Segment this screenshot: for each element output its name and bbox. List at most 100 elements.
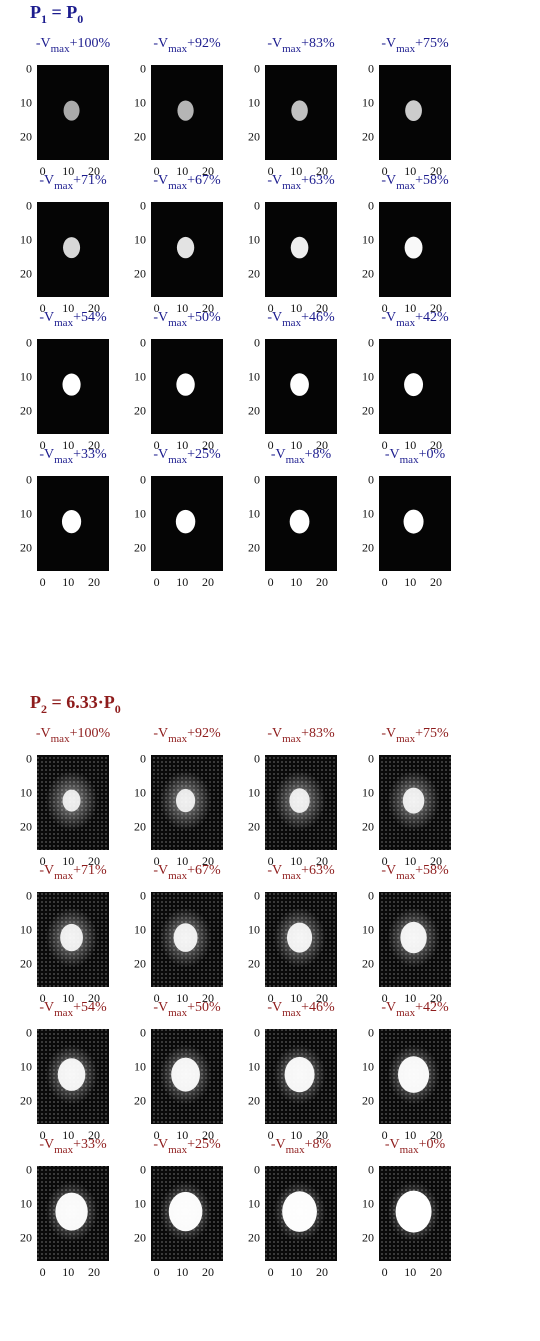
- y-tick-label: 20: [20, 1093, 32, 1107]
- panel-label: -Vmax+92%: [153, 36, 221, 55]
- x-tick-label: 0: [154, 575, 160, 589]
- spot: [64, 101, 80, 121]
- label-text: +25%: [187, 447, 221, 462]
- spot: [177, 237, 194, 258]
- label-text: +42%: [415, 1000, 449, 1015]
- y-tick-label: 20: [362, 956, 374, 970]
- y-tick-label: 0: [254, 472, 260, 486]
- spot: [63, 237, 80, 258]
- y-tick-label: 20: [134, 1230, 146, 1244]
- y-tick-label: 10: [362, 1059, 374, 1073]
- y-tick-label: 10: [20, 506, 32, 520]
- x-tick-label: 0: [154, 1265, 160, 1279]
- panel-label: -Vmax+75%: [381, 726, 449, 745]
- panel-label: -Vmax+83%: [267, 36, 335, 55]
- label-text: +25%: [187, 1137, 221, 1152]
- panel-label: -Vmax+46%: [267, 310, 335, 329]
- y-tick-label: 0: [140, 198, 146, 212]
- y-tick-label: 10: [20, 369, 32, 383]
- title-text: P: [30, 692, 41, 712]
- x-tick-label: 0: [268, 1265, 274, 1279]
- panel-label: -Vmax+54%: [39, 310, 107, 329]
- y-tick-label: 10: [134, 506, 146, 520]
- x-tick-label: 10: [290, 1265, 302, 1279]
- panel-label: -Vmax+92%: [153, 726, 221, 745]
- y-tick-label: 10: [248, 785, 260, 799]
- y-tick-label: 20: [134, 1093, 146, 1107]
- y-tick-label: 0: [26, 61, 32, 75]
- spot: [55, 1193, 87, 1231]
- label-text: -V: [271, 1137, 286, 1152]
- label-subscript: max: [168, 454, 187, 466]
- label-subscript: max: [286, 1144, 305, 1156]
- y-tick-label: 20: [362, 403, 374, 417]
- spot: [404, 510, 424, 534]
- label-text: -V: [39, 173, 54, 188]
- x-tick-label: 10: [176, 575, 188, 589]
- y-tick-label: 10: [248, 506, 260, 520]
- y-tick-label: 20: [134, 266, 146, 280]
- section-title: P1 = P0: [30, 2, 83, 26]
- spot: [403, 788, 425, 814]
- x-tick-label: 10: [404, 1128, 416, 1142]
- label-subscript: max: [54, 317, 73, 329]
- y-tick-label: 20: [20, 266, 32, 280]
- label-text: +100%: [70, 36, 111, 51]
- y-tick-label: 0: [368, 472, 374, 486]
- y-tick-label: 10: [20, 1059, 32, 1073]
- label-text: -V: [381, 1000, 396, 1015]
- label-text: -V: [153, 1000, 168, 1015]
- y-tick-label: 20: [248, 1230, 260, 1244]
- label-subscript: max: [282, 870, 301, 882]
- y-tick-label: 10: [134, 369, 146, 383]
- y-tick-label: 20: [20, 956, 32, 970]
- label-subscript: max: [168, 870, 187, 882]
- label-text: -V: [153, 173, 168, 188]
- title-subscript: 0: [77, 12, 83, 26]
- y-tick-label: 10: [134, 922, 146, 936]
- spot: [176, 510, 195, 533]
- panel-label: -Vmax+71%: [39, 173, 107, 192]
- label-text: +75%: [415, 726, 449, 741]
- spot: [289, 788, 309, 813]
- y-tick-label: 0: [368, 888, 374, 902]
- label-text: +58%: [415, 863, 449, 878]
- panel-label: -Vmax+50%: [153, 1000, 221, 1019]
- y-tick-label: 10: [248, 369, 260, 383]
- panel-label: -Vmax+100%: [36, 726, 111, 745]
- y-tick-label: 10: [248, 1059, 260, 1073]
- y-tick-label: 10: [248, 95, 260, 109]
- label-text: -V: [39, 1137, 54, 1152]
- label-subscript: max: [54, 454, 73, 466]
- label-text: -V: [36, 726, 51, 741]
- label-text: +92%: [187, 36, 221, 51]
- label-text: -V: [39, 310, 54, 325]
- y-tick-label: 0: [26, 198, 32, 212]
- y-tick-label: 20: [134, 129, 146, 143]
- label-text: +8%: [305, 1137, 332, 1152]
- x-tick-label: 20: [88, 1265, 100, 1279]
- x-tick-label: 10: [176, 1265, 188, 1279]
- x-tick-label: 20: [430, 1265, 442, 1279]
- label-text: +83%: [301, 36, 335, 51]
- label-text: +58%: [415, 173, 449, 188]
- label-subscript: max: [282, 733, 301, 745]
- label-text: -V: [153, 36, 168, 51]
- spot: [291, 237, 309, 259]
- y-tick-label: 0: [254, 751, 260, 765]
- label-text: +33%: [73, 1137, 107, 1152]
- panel-label: -Vmax+63%: [267, 863, 335, 882]
- panel-label: -Vmax+71%: [39, 863, 107, 882]
- label-text: +100%: [70, 726, 111, 741]
- label-text: +71%: [73, 863, 107, 878]
- label-text: +46%: [301, 310, 335, 325]
- y-tick-label: 20: [362, 1093, 374, 1107]
- x-tick-label: 10: [290, 438, 302, 452]
- spot: [176, 373, 194, 395]
- y-tick-label: 10: [20, 922, 32, 936]
- y-tick-label: 0: [254, 888, 260, 902]
- spot: [404, 373, 423, 396]
- x-tick-label: 0: [268, 575, 274, 589]
- panel-label: -Vmax+83%: [267, 726, 335, 745]
- y-tick-label: 0: [140, 335, 146, 349]
